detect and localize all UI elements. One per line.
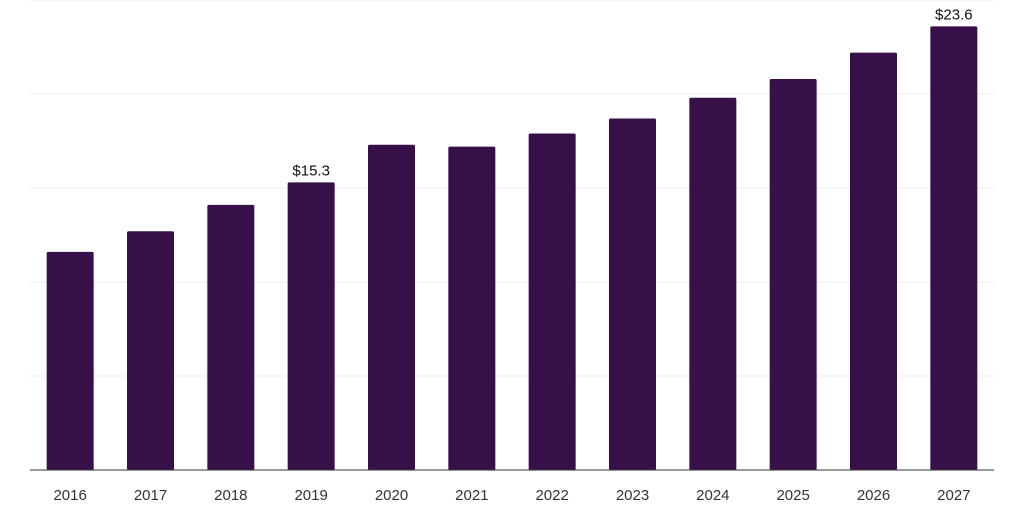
bar-2027[interactable] (930, 26, 978, 470)
x-axis-ticks: 2016 2017 2018 2019 2020 2021 2022 2023 2024 2025… (53, 487, 970, 504)
x-tick-label-2020: 2020 (375, 487, 408, 504)
x-tick-label-2022: 2022 (535, 487, 568, 504)
bar-2026[interactable] (850, 52, 897, 470)
bar-2022[interactable] (528, 133, 576, 471)
x-tick-label-2026: 2026 (857, 487, 890, 504)
x-tick-label-2016: 2016 (53, 487, 86, 504)
bar-2017[interactable] (127, 231, 174, 470)
bars (46, 26, 978, 471)
bar-2019[interactable] (287, 182, 335, 471)
bar-2021[interactable] (448, 146, 496, 470)
bar-2016[interactable] (46, 251, 94, 470)
x-tick-label-2023: 2023 (616, 487, 649, 504)
data-labels: $15.3 $23.6 (292, 6, 972, 179)
bar-2025[interactable] (769, 78, 817, 471)
x-tick-label-2027: 2027 (937, 487, 970, 504)
bar-2018[interactable] (207, 204, 255, 471)
x-tick-label-2017: 2017 (134, 487, 167, 504)
gridlines (30, 0, 994, 377)
x-tick-label-2025: 2025 (776, 487, 809, 504)
x-tick-label-2018: 2018 (214, 487, 247, 504)
x-tick-label-2019: 2019 (294, 487, 327, 504)
data-label-2027: $23.6 (935, 6, 973, 23)
bar-2020[interactable] (368, 144, 415, 470)
x-tick-label-2024: 2024 (696, 487, 729, 504)
x-tick-label-2021: 2021 (455, 487, 488, 504)
bar-2023[interactable] (609, 118, 656, 470)
bar-2024[interactable] (689, 97, 737, 470)
data-label-2019: $15.3 (292, 162, 330, 179)
